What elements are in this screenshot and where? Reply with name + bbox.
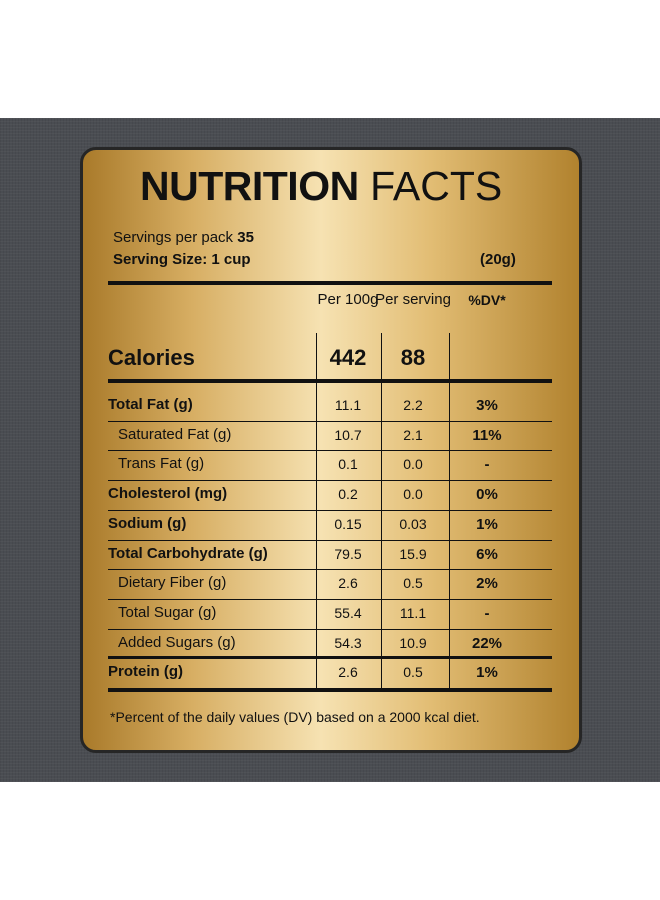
daily-value: 1% — [476, 515, 498, 533]
daily-value: 1% — [476, 664, 498, 682]
row-rule — [108, 420, 552, 422]
title: NUTRITION FACTS — [140, 163, 502, 210]
per-serving: 0.0 — [403, 456, 423, 473]
per-100g: 0.2 — [338, 486, 358, 503]
title-bold: NUTRITION — [140, 163, 359, 209]
daily-value: 11% — [472, 426, 502, 444]
daily-value: - — [484, 456, 490, 474]
row-rule — [108, 658, 552, 660]
serving-size: Serving Size: 1 cup — [113, 251, 251, 268]
servings-value: 35 — [237, 229, 254, 246]
row-rule — [108, 509, 552, 511]
column-header: Per serving — [375, 291, 451, 308]
row-label: Dietary Fiber (g) — [118, 574, 227, 592]
per-100g: 79.5 — [334, 545, 362, 562]
servings-label: Servings per pack — [113, 229, 234, 246]
thick-rule — [108, 379, 552, 383]
row-label: Protein (g) — [108, 663, 183, 681]
row-label: Trans Fat (g) — [118, 455, 205, 473]
per-serving: 0.5 — [403, 664, 423, 681]
per-serving: 2.1 — [403, 426, 423, 443]
per-serving: 0.03 — [399, 515, 427, 532]
calories-per-serving: 88 — [400, 345, 426, 370]
row-label: Total Fat (g) — [108, 396, 193, 413]
daily-value: - — [484, 604, 490, 622]
row-label: Saturated Fat (g) — [118, 425, 232, 443]
per-100g: 55.4 — [334, 604, 362, 621]
per-serving: 0.0 — [403, 486, 423, 503]
daily-value: 22% — [471, 634, 503, 652]
per-100g: 11.1 — [334, 397, 362, 413]
column-header: Per 100g — [317, 291, 379, 308]
column-header: %DV* — [468, 292, 506, 308]
daily-value: 6% — [476, 545, 498, 563]
serving-weight: (20g) — [480, 251, 516, 268]
per-100g: 54.3 — [334, 634, 362, 651]
per-serving: 0.5 — [403, 575, 423, 592]
row-rule — [108, 539, 552, 541]
calories-per-100g: 442 — [329, 345, 367, 370]
thick-rule — [108, 656, 552, 659]
row-label: Sodium (g) — [108, 514, 187, 532]
servings: Servings per pack 35 — [113, 229, 254, 246]
per-100g: 2.6 — [338, 664, 358, 681]
footnote: *Percent of the daily values (DV) based … — [110, 709, 480, 725]
daily-value: 0% — [476, 486, 498, 504]
row-rule — [108, 450, 552, 452]
daily-value: 3% — [476, 397, 498, 414]
per-serving: 2.2 — [403, 397, 423, 413]
calories-label: Calories — [108, 345, 195, 370]
per-serving: 15.9 — [399, 545, 427, 562]
row-rule — [108, 480, 552, 482]
per-serving: 11.1 — [399, 604, 427, 621]
row-label: Total Sugar (g) — [118, 603, 217, 621]
per-100g: 2.6 — [338, 575, 358, 592]
label-card — [80, 147, 582, 753]
title-light: FACTS — [370, 163, 503, 209]
thick-rule — [108, 688, 552, 692]
thick-rule — [108, 281, 552, 285]
row-label: Cholesterol (mg) — [108, 485, 228, 503]
daily-value: 2% — [476, 575, 498, 593]
per-100g: 0.15 — [334, 515, 362, 532]
row-rule — [108, 569, 552, 571]
per-serving: 10.9 — [399, 634, 427, 651]
per-100g: 0.1 — [338, 456, 358, 473]
row-label: Added Sugars (g) — [118, 633, 236, 651]
per-100g: 10.7 — [334, 426, 362, 443]
row-label: Total Carbohydrate (g) — [108, 544, 268, 562]
row-rule — [108, 628, 552, 630]
row-rule — [108, 598, 552, 600]
